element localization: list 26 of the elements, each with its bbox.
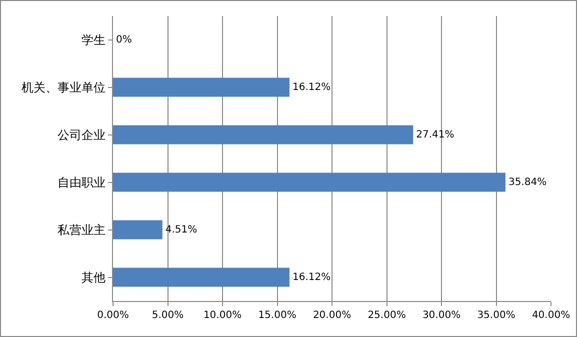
x-tick-label: 35.00% (477, 310, 516, 321)
x-tick-label: 30.00% (422, 310, 461, 321)
bar (113, 220, 162, 240)
bar (113, 268, 290, 287)
data-label: 16.12% (292, 272, 331, 283)
x-tick-label: 25.00% (368, 310, 406, 321)
x-tick-label: 20.00% (312, 310, 352, 321)
y-tick-label: 其他 (82, 270, 106, 284)
bar (113, 125, 414, 144)
y-tick-label: 机关、事业单位 (22, 80, 106, 94)
data-label: 16.12% (292, 82, 331, 93)
x-tick-label: 0.00% (97, 310, 129, 321)
data-label: 35.84% (508, 176, 547, 188)
data-label: 27.41% (416, 129, 454, 140)
bar (113, 172, 506, 192)
x-tick-label: 40.00% (532, 310, 570, 321)
x-tick-label: 5.00% (152, 310, 184, 321)
y-tick-label: 私营业主 (58, 222, 106, 237)
y-tick-label: 学生 (82, 32, 106, 47)
y-tick-label: 自由职业 (58, 175, 106, 190)
data-label: 4.51% (165, 224, 198, 236)
x-tick-label: 10.00% (203, 310, 242, 321)
y-tick-label: 公司企业 (58, 128, 106, 142)
x-tick-label: 15.00% (258, 310, 296, 321)
data-label: 0% (116, 34, 132, 46)
bar (113, 78, 290, 97)
